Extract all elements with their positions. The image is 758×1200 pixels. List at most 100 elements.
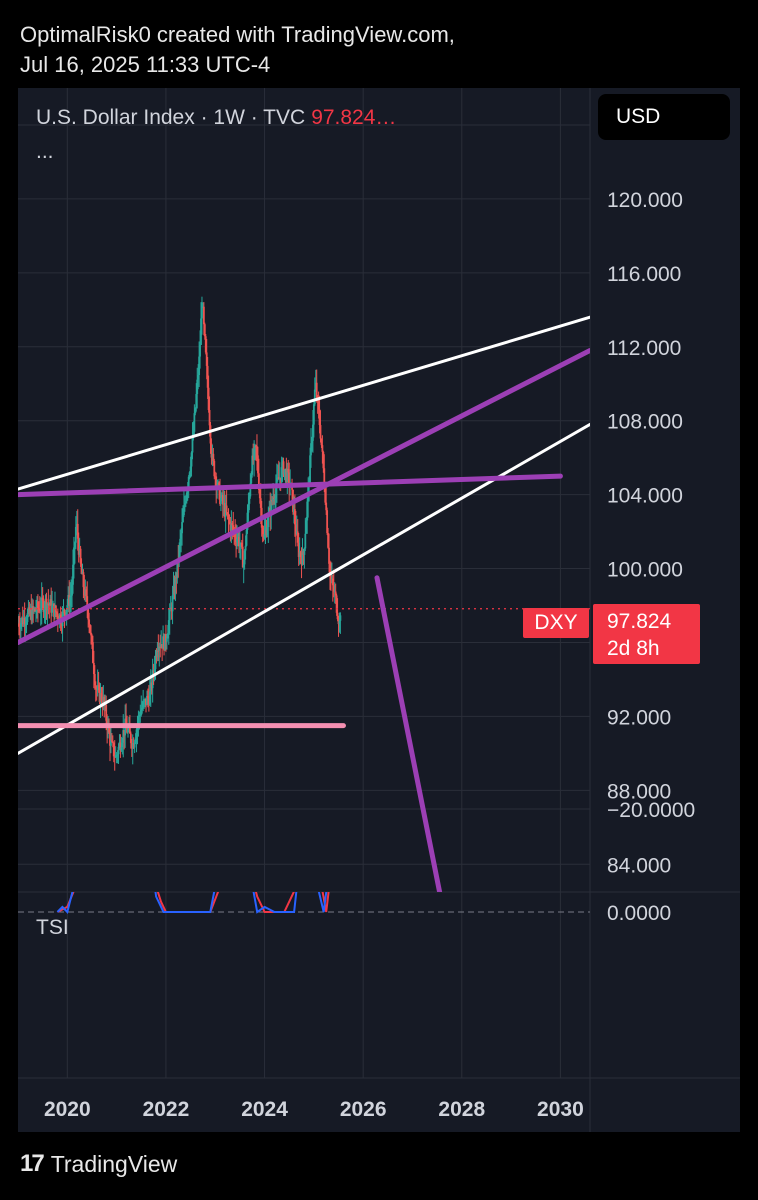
candle-body	[283, 469, 286, 475]
candle-body	[60, 624, 63, 627]
candle-body	[321, 445, 324, 452]
drawings	[18, 315, 590, 892]
candle-body	[132, 743, 135, 748]
x-tick-label: 2020	[44, 1098, 91, 1121]
candle-body	[38, 608, 41, 612]
candle-body	[130, 743, 133, 749]
candle-body	[319, 425, 322, 439]
candle-body	[225, 505, 228, 513]
candle-body	[154, 655, 157, 670]
currency-button[interactable]: USD	[598, 94, 730, 140]
legend-more-icon[interactable]: ...	[36, 140, 54, 163]
candle-body	[274, 498, 276, 500]
author-line: OptimalRisk0 created with TradingView.co…	[20, 22, 455, 47]
candle-body	[339, 615, 342, 621]
candle-body	[194, 408, 197, 414]
candle-body	[147, 695, 149, 699]
candle-body	[266, 527, 269, 536]
candle-body	[23, 618, 26, 626]
purple-horizontal-line	[18, 473, 563, 498]
candle-body	[94, 685, 97, 690]
y-tick-label: 120.000	[607, 189, 683, 212]
candle-body	[306, 501, 309, 521]
candle-body	[29, 609, 32, 614]
candle-body	[251, 455, 254, 475]
candle-body	[31, 606, 34, 621]
candle-body	[78, 548, 81, 555]
candle-body	[284, 468, 287, 470]
chart-header: OptimalRisk0 created with TradingView.co…	[20, 20, 455, 80]
candle-body	[139, 714, 142, 716]
candle-body	[314, 382, 317, 390]
candle-body	[231, 523, 234, 526]
x-tick-label: 2022	[143, 1098, 190, 1121]
candle-body	[36, 601, 38, 612]
candle-body	[257, 473, 260, 490]
candle-body	[40, 597, 43, 611]
candle-body	[272, 497, 274, 502]
candle-body	[170, 607, 173, 612]
candle-body	[110, 740, 113, 742]
candle-body	[112, 743, 115, 757]
candle-body	[243, 550, 246, 565]
candle-body	[310, 443, 312, 456]
candle-body	[277, 477, 280, 480]
candle-body	[118, 742, 121, 747]
candle-body	[220, 498, 222, 504]
candle-body	[92, 662, 95, 675]
symbol-legend[interactable]: U.S. Dollar Index · 1W · TVC 97.824…	[36, 106, 396, 130]
candle-body	[333, 591, 336, 593]
y-tick-label: 116.000	[607, 263, 681, 286]
candle-body	[187, 476, 190, 487]
candle-body	[263, 533, 266, 539]
candle-body	[86, 596, 89, 609]
candle-body	[52, 603, 54, 606]
candle-body	[312, 424, 314, 441]
candle-body	[163, 636, 165, 651]
candle-body	[68, 595, 71, 606]
candle-body	[160, 644, 163, 647]
candle-body	[45, 598, 48, 611]
candle-body	[81, 572, 84, 574]
candle-body	[145, 698, 147, 705]
candle-body	[267, 514, 270, 528]
candle-body	[336, 612, 339, 620]
candle-body	[261, 527, 264, 535]
candle-body	[329, 563, 331, 575]
candle-body	[183, 502, 186, 506]
candle-body	[162, 636, 164, 649]
candle-body	[204, 336, 207, 353]
candle-body	[88, 619, 91, 625]
x-tick-label: 2028	[438, 1098, 485, 1121]
candle-body	[33, 608, 36, 611]
candle-body	[203, 324, 206, 337]
tsi-indicator-label[interactable]: TSI	[36, 916, 69, 939]
candle-body	[152, 670, 155, 672]
price-badge-countdown: 2d 8h	[607, 637, 660, 660]
candle-body	[293, 509, 295, 512]
candle-body	[338, 620, 341, 625]
candle-body	[312, 404, 315, 425]
candle-body	[155, 655, 158, 658]
candle-body	[202, 306, 205, 325]
candle-body	[252, 455, 255, 461]
candle-body	[199, 344, 201, 357]
y-tick-label: 92.000	[607, 706, 671, 729]
price-badge-value: 97.824	[607, 610, 672, 633]
symbol-badge: DXY	[523, 608, 589, 638]
candle-body	[24, 623, 27, 626]
candle-body	[90, 632, 92, 636]
candle-body	[230, 523, 233, 531]
candle-body	[320, 438, 323, 446]
candle-body	[238, 545, 241, 547]
candle-body	[128, 726, 130, 730]
candle-body	[42, 600, 45, 613]
legend-price: 97.824…	[311, 106, 397, 129]
candle-body	[83, 587, 86, 596]
y-tick-label: 104.000	[607, 485, 683, 508]
candle-body	[39, 610, 42, 612]
candle-body	[138, 715, 141, 717]
candle-body	[298, 552, 301, 558]
upper-white-channel-line	[18, 315, 590, 491]
